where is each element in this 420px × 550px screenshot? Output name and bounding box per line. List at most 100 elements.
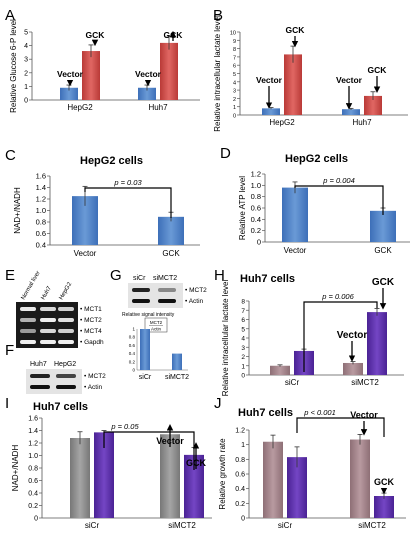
- y-tick-label: 1: [132, 327, 135, 332]
- gel-e-row-label: • MCT1: [80, 306, 102, 313]
- significance-bracket: [303, 301, 378, 372]
- chart-panel-d: 0 0.2 0.4 0.6 0.8 1.0 1.2 Relative ATP level Hep…: [238, 153, 410, 255]
- y-tick-label: 3: [233, 89, 236, 95]
- y-tick-label: 1.6: [36, 172, 46, 181]
- bar: [374, 496, 394, 518]
- x-tick-label: siMCT2: [351, 378, 379, 387]
- y-tick-label: 0.8: [36, 218, 46, 227]
- gel-e: Normal liver Huh7 HepG2 • MCT1 • MCT2 • …: [16, 270, 104, 348]
- y-tick-label: 1.4: [28, 428, 38, 435]
- y-tick-label: 0.4: [36, 241, 46, 250]
- x-tick-label: siCr: [285, 378, 300, 387]
- bar: [350, 439, 370, 518]
- y-tick-label: 0.8: [251, 192, 261, 201]
- chart-title: Huh7 cells: [238, 407, 293, 419]
- p-value-label: p = 0.004: [322, 176, 355, 185]
- y-tick-label: 1.2: [36, 195, 46, 204]
- y-tick-label: 0.6: [36, 229, 46, 238]
- blot-g: siCr siMCT2 • MCT2 • Actin: [128, 275, 207, 308]
- y-tick-label: 1: [233, 105, 236, 111]
- bar: [262, 108, 280, 115]
- gel-e-row-label: • Gapdh: [80, 339, 104, 346]
- y-tick-label: 5: [241, 326, 245, 333]
- y-tick-label: 2: [241, 354, 245, 361]
- bar: [94, 432, 114, 518]
- panel-letter-i: I: [5, 395, 9, 412]
- bar: [263, 441, 283, 518]
- bar: [138, 87, 156, 100]
- gel-band: [40, 340, 56, 344]
- annotation-label: Vector: [57, 69, 84, 79]
- chart-panel-b: 0 1 2 3 4 5 6 7 8 9 10 Relative intracellular lacta…: [213, 15, 408, 132]
- gel-band: [58, 307, 74, 311]
- y-tick-label: 8: [233, 47, 236, 53]
- chart-panel-i: 0 0.2 0.4 0.6 0.8 1.0 1.2 1.4 1.6 NAD+/NADH Huh7 c…: [11, 401, 212, 530]
- annotation-label: Vector: [337, 330, 368, 341]
- bar: [284, 54, 302, 115]
- y-tick-label: 0: [257, 238, 261, 247]
- panel-letter-e: E: [5, 267, 15, 284]
- gel-band: [58, 340, 74, 344]
- blot-band: [158, 299, 176, 303]
- y-tick-label: 5: [24, 30, 28, 37]
- y-axis-label: Relative intracellular lactate level: [213, 15, 222, 132]
- gel-band: [20, 340, 36, 344]
- blot-g-lane-label: siCr: [133, 275, 146, 282]
- bar: [370, 210, 396, 242]
- y-tick-label: 7: [233, 55, 236, 61]
- blot-band: [132, 299, 150, 303]
- x-tick-label: siMCT2: [358, 521, 386, 530]
- bar: [172, 353, 182, 370]
- blot-band: [56, 385, 76, 389]
- panel-letter-g: G: [110, 267, 122, 284]
- y-axis-label: NAD+/NADH: [11, 445, 20, 492]
- y-tick-label: 0: [34, 516, 38, 523]
- bar: [60, 87, 78, 100]
- y-tick-label: 1: [241, 363, 245, 370]
- bar: [343, 362, 363, 375]
- x-tick-label: siCr: [85, 521, 100, 530]
- y-tick-label: 6: [241, 317, 245, 324]
- annotation-label: Vector: [350, 410, 378, 420]
- y-tick-label: 1.4: [36, 183, 46, 192]
- y-tick-label: 0.4: [251, 215, 261, 224]
- blot-g-lane-label: siMCT2: [153, 275, 177, 282]
- y-tick-label: 0.6: [129, 343, 136, 348]
- y-tick-label: 0.6: [235, 472, 245, 479]
- y-tick-label: 4: [24, 43, 28, 50]
- blot-f: Huh7 HepG2 • MCT2 • Actin: [26, 361, 106, 394]
- significance-bracket: [84, 187, 172, 218]
- annotation-label: Vector: [135, 69, 162, 79]
- panel-letter-h: H: [214, 267, 225, 284]
- y-tick-label: 1.2: [235, 428, 245, 435]
- bar: [287, 457, 307, 518]
- gel-e-lane-label: Huh7: [41, 285, 54, 301]
- blot-band: [30, 374, 50, 378]
- annotation-label: GCK: [372, 277, 395, 288]
- y-tick-label: 1.2: [251, 170, 261, 179]
- y-tick-label: 1: [24, 84, 28, 91]
- blot-f-row-label: • Actin: [84, 384, 103, 391]
- y-tick-label: 0.8: [235, 457, 245, 464]
- y-tick-label: 0.4: [235, 486, 245, 493]
- panel-letter-b: B: [213, 7, 223, 24]
- x-tick-label: Vector: [284, 246, 307, 255]
- panel-letter-c: C: [5, 147, 16, 164]
- p-value-label: p = 0.05: [110, 422, 139, 431]
- significance-bracket: [294, 185, 384, 215]
- legend-text: MCT2: [150, 320, 163, 325]
- panel-letter-d: D: [220, 145, 231, 162]
- y-tick-label: 8: [241, 299, 245, 306]
- legend-box: [144, 317, 168, 333]
- x-tick-label: HepG2: [269, 118, 295, 127]
- significance-bracket: [296, 417, 385, 437]
- bar: [342, 109, 360, 115]
- blot-f-row-label: • MCT2: [84, 373, 106, 380]
- gel-band: [20, 307, 36, 311]
- y-tick-label: 4: [241, 336, 245, 343]
- y-tick-label: 0: [24, 98, 28, 105]
- chart-title: Relative signal intensity: [122, 312, 175, 318]
- annotation-label: GCK: [374, 477, 395, 487]
- gel-band: [58, 318, 74, 322]
- bar: [367, 312, 387, 375]
